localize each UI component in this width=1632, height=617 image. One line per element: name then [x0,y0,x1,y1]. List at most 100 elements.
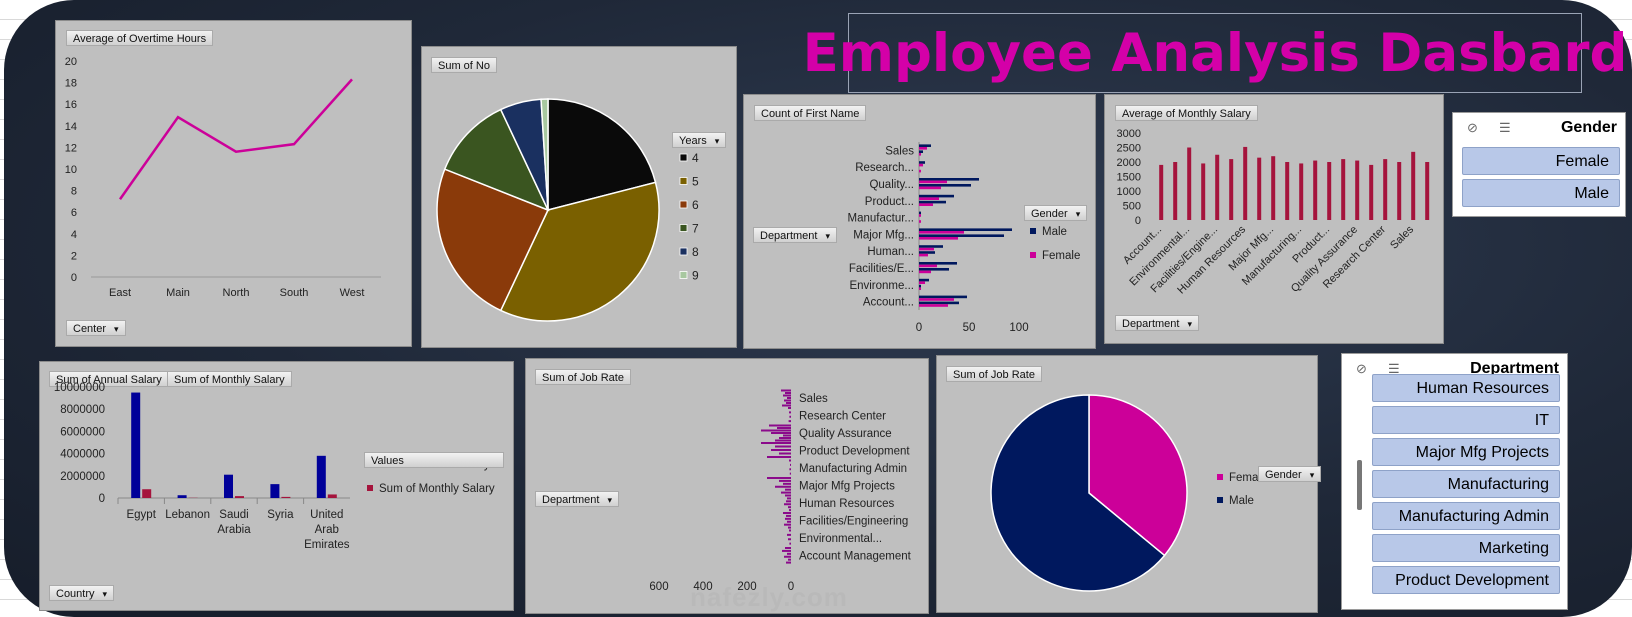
job-rate-dept-filter-button[interactable]: Department [535,491,620,507]
y-tick-label: 8000000 [60,404,105,416]
monthly-salary-filter-button[interactable]: Department [1115,315,1200,331]
y-tick-label: 2 [71,250,77,262]
y-tick-label: 10 [65,164,77,176]
dashboard-title: Employee Analysis Dasbard [802,22,1628,84]
job-rate-bar [779,452,791,455]
gender-slicer-title: Gender [1560,119,1617,136]
years-pie-panel[interactable]: Sum of No 4 5 6 7 8 9 Years [421,46,737,348]
job-rate-bar-panel[interactable]: Sum of Job Rate Department Account Manag… [525,358,929,614]
country-bar-annual [224,474,233,498]
female-bar [919,253,928,257]
job-rate-bar [783,482,791,485]
female-bar [919,153,921,156]
multi-select-icon[interactable]: ☰ [1499,120,1511,135]
category-label: Environmental... [799,533,882,545]
female-bar [919,214,921,217]
male-bar [919,245,943,248]
job-rate-pie-panel[interactable]: Sum of Job Rate Female Male Gender [936,355,1322,613]
job-rate-bar [787,397,791,399]
pie-legend-label-male: Male [1229,495,1254,507]
years-slice-4 [547,98,657,211]
x-tick-label: United [310,509,343,521]
male-bar [919,301,959,305]
job-rate-bar [785,547,791,549]
y-tick-label: 2000 [1117,157,1141,169]
years-legend-swatch-7 [679,224,688,232]
category-label: Research Center [799,410,886,422]
watermark-text: nafezly.com [690,582,848,612]
country-salary-panel[interactable]: Sum of Annual Salary Sum of Monthly Sala… [39,361,514,611]
sum-job-rate-field-button[interactable]: Sum of Job Rate [535,369,631,385]
department-slicer-item[interactable]: Major Mfg Projects [1372,438,1560,466]
avg-monthly-salary-field-button[interactable]: Average of Monthly Salary [1115,105,1258,121]
job-rate-bar-chart: Account Management Environmental... Facili… [649,389,912,593]
job-rate-bar [775,445,791,448]
monthly-salary-panel[interactable]: Average of Monthly Salary 0 500 1000 1500 20… [1104,94,1444,344]
sum-annual-salary-field-button[interactable]: Sum of Annual Salary [49,371,169,387]
female-bar [919,203,933,206]
country-filter-button[interactable]: Country [49,585,115,601]
pie-sum-job-rate-field-button[interactable]: Sum of Job Rate [946,366,1042,382]
overtime-chart-panel[interactable]: Average of Overtime Hours 0 2 4 6 8 10 12 14 16 1… [55,20,412,347]
female-bar [919,186,941,190]
dept-clear-filter-icon[interactable]: ⊘ [1356,361,1367,376]
sum-monthly-salary-field-button[interactable]: Sum of Monthly Salary [167,371,292,387]
female-bar [919,237,958,240]
department-slicer-header: ⊘ ☰ Department [1342,354,1567,384]
male-bar [919,278,929,282]
years-legend-label-9: 9 [692,269,699,283]
job-rate-bar [779,437,791,439]
y-tick-label: 20 [65,56,77,68]
overtime-field-button[interactable]: Average of Overtime Hours [66,30,214,46]
gender-legend-swatch-female [1030,252,1036,258]
gender-slicer-header: ⊘ ☰ Gender [1453,113,1625,143]
department-slicer-scrollbar[interactable] [1357,460,1362,510]
job-rate-bar [783,512,791,514]
job-rate-bar [782,404,791,407]
female-bar [919,270,931,274]
dept-count-panel[interactable]: Count of First Name Department Account..… [743,94,1096,349]
center-filter-button[interactable]: Center [66,320,126,336]
y-tick-label: 3000 [1117,128,1141,140]
dept-multi-select-icon[interactable]: ☰ [1388,361,1400,376]
clear-filter-icon[interactable]: ⊘ [1467,120,1478,135]
gender-slicer: ⊘ ☰ Gender Female Male [1452,112,1626,217]
department-slicer-item[interactable]: Marketing [1372,534,1560,562]
male-bar [919,144,931,147]
gender-legend-label-female: Female [1042,250,1080,262]
gender-slicer-item-female[interactable]: Female [1462,147,1620,175]
job-rate-bar [785,392,791,394]
category-label: Major Mfg Projects [799,480,895,492]
years-legend-swatch-9 [679,271,688,279]
job-rate-bar [786,561,791,564]
department-slicer-item[interactable]: IT [1372,406,1560,434]
dept-count-filter-button[interactable]: Department [753,227,838,243]
y-tick-label: 1000 [1117,186,1141,198]
job-rate-bar [789,468,791,471]
job-rate-bar [786,500,791,503]
male-bar [919,184,971,187]
sum-of-no-field-button[interactable]: Sum of No [431,57,497,73]
years-legend-label-4: 4 [692,151,699,165]
gender-legend-filter-button[interactable]: Gender [1024,205,1088,221]
job-rate-bar [788,506,791,509]
job-rate-bar [779,479,791,482]
x-tick-label: 400 [693,581,712,593]
years-legend-filter-button[interactable]: Years [672,132,727,148]
department-slicer-item[interactable]: Manufacturing [1372,470,1560,498]
job-rate-bar [786,514,791,517]
female-bar [919,197,939,200]
department-slicer-item[interactable]: Product Development [1372,566,1560,594]
x-tick-label: 200 [737,581,756,593]
job-rate-bar [771,449,791,451]
department-slicer-item[interactable]: Human Resources [1372,374,1560,402]
x-tick-label: East [109,287,131,299]
department-slicer-item[interactable]: Manufacturing Admin [1372,502,1560,530]
pie-gender-legend-filter-button[interactable]: Gender [1258,466,1322,482]
count-first-name-field-button[interactable]: Count of First Name [754,105,867,121]
x-tick-label: Egypt [126,509,156,521]
category-label: Quality Assurance [799,428,892,440]
country-bar-annual [270,484,280,498]
female-bar [919,287,921,290]
gender-slicer-item-male[interactable]: Male [1462,179,1620,207]
